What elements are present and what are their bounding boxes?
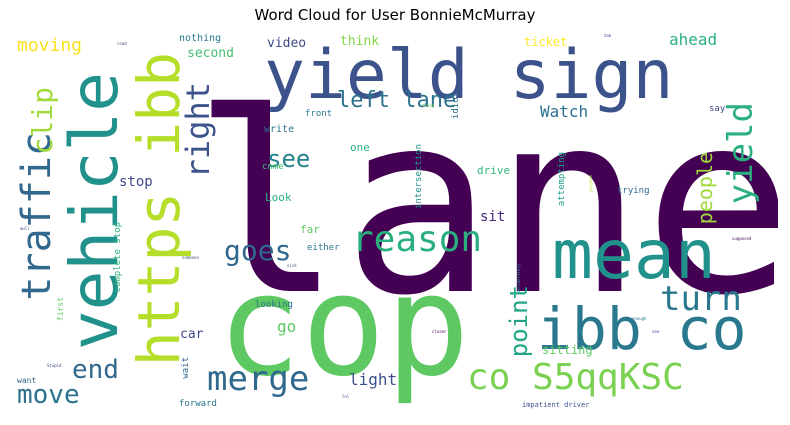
word-point: point (505, 285, 533, 358)
word-thing: thing (422, 103, 435, 108)
word-forward: forward (179, 399, 217, 409)
word-end: end (72, 355, 119, 385)
word-look: Look (265, 191, 292, 204)
word-mean: mean (552, 216, 716, 295)
word-right: right (179, 82, 217, 179)
word-trying: trying (617, 186, 650, 196)
word-wait: wait (181, 357, 191, 379)
word-stop: stop (119, 174, 153, 190)
word-lol: lol (342, 394, 350, 399)
word-reason: reason (352, 219, 483, 260)
word-attempting: attempting (557, 152, 567, 207)
word-supposed: supposed (732, 236, 752, 241)
word-sick: sick (287, 263, 297, 268)
word-see: see (267, 145, 311, 173)
word-sit: sit (480, 209, 506, 225)
word-sitting: sitting (542, 343, 593, 357)
word-goes: goes (224, 234, 292, 267)
chart-title: Word Cloud for User BonnieMcMurray (254, 6, 536, 24)
word-ticket: ticket (524, 35, 568, 49)
word-mull: mull (20, 226, 30, 231)
word-one: one (350, 141, 370, 154)
word-write: write (264, 124, 295, 135)
word-either: either (307, 243, 340, 253)
word-front: front (305, 109, 333, 119)
word-first: first (56, 297, 65, 322)
word-traffic: traffic (14, 132, 60, 301)
word-stupid: Stupid (47, 363, 62, 368)
word-car: car (180, 327, 204, 342)
word-cloud: lane cop yield sign vehicle mean https ibb ibb… (12, 32, 778, 420)
word-second: second (187, 46, 234, 61)
word-ibb-co: ibb co (537, 295, 747, 363)
word-impatient-driver: impatient driver (522, 401, 590, 409)
word-yield-sign: yield sign (264, 36, 674, 115)
word-vehicle: vehicle (56, 72, 133, 351)
word-watch: Watch (540, 102, 589, 121)
word-co-s5qqksc: co S5qqKSC (467, 357, 684, 398)
word-purpose: purpose (588, 175, 593, 192)
word-looking: looking (255, 300, 293, 310)
word-clip: clip (26, 87, 59, 155)
word-tak: tak (604, 33, 612, 38)
word-drive: drive (477, 164, 511, 177)
word-come: come (262, 162, 284, 172)
word-deliberately: deliberately (516, 264, 521, 293)
word-yield: yield (721, 102, 761, 205)
word-intersection: intersection (414, 144, 424, 210)
word-far: far (300, 223, 320, 236)
word-road: road (117, 41, 127, 46)
word-people: people (693, 152, 717, 225)
word-think: think (340, 34, 380, 49)
word-cop: cop (217, 245, 470, 408)
word-light: light (349, 370, 398, 389)
word-merge: merge (207, 359, 310, 399)
word-moving: moving (17, 35, 83, 56)
word-closer: closer (432, 329, 447, 334)
word-idiot: idiot (451, 92, 461, 120)
word-video: video (267, 36, 307, 51)
word-want: want (17, 376, 37, 385)
word-enough: enough (632, 316, 647, 321)
word-see: see (652, 329, 660, 334)
word-lane: lane (192, 59, 778, 350)
word-complete-stop: complete stop (113, 222, 123, 293)
word-turn: turn (660, 279, 742, 319)
word-go: go (277, 317, 297, 336)
word-nothing: nothing (179, 33, 222, 44)
word-move: move (17, 380, 80, 410)
word-someone: someone (182, 255, 199, 260)
word-say: say (709, 104, 726, 114)
word-ahead: ahead (669, 32, 718, 49)
word-left-lane: left lane (337, 88, 457, 113)
